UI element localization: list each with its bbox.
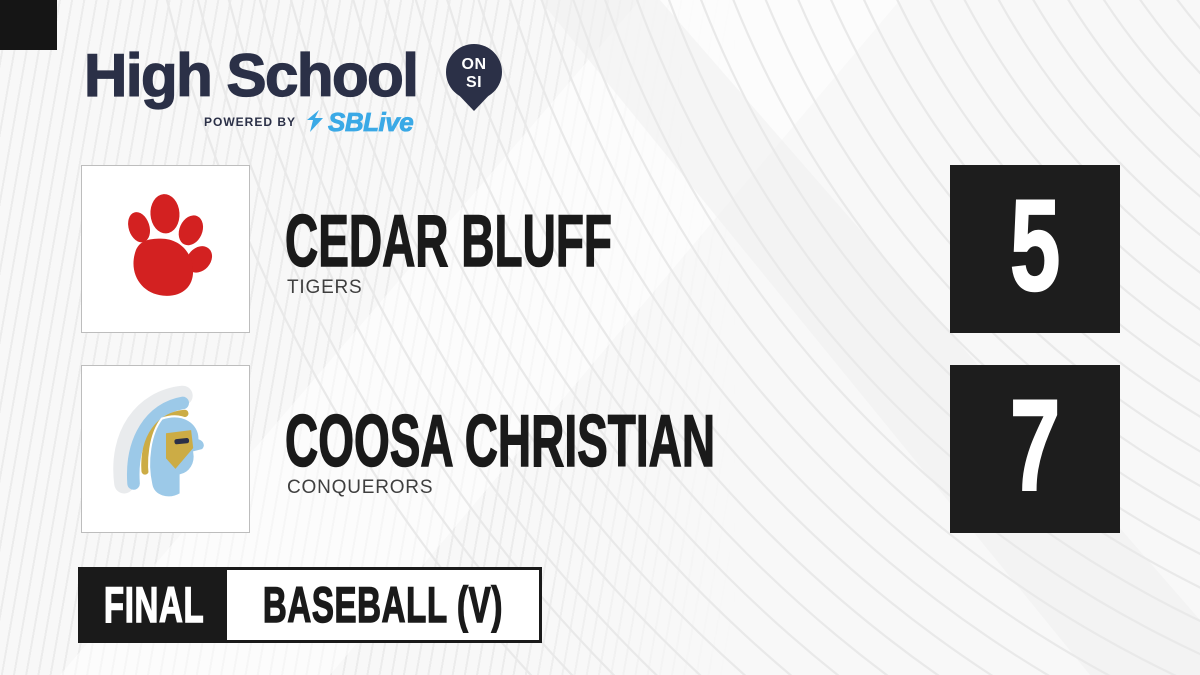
sblive-wordmark: SBLive xyxy=(328,107,414,137)
status-text: FINAL xyxy=(103,577,205,633)
sport-badge: BASEBALL (V) xyxy=(227,570,539,640)
status-badge: FINAL xyxy=(81,570,227,640)
pin-text-si: SI xyxy=(466,74,482,91)
sblive-bolt-icon xyxy=(307,110,324,132)
team1-logo-box xyxy=(81,165,250,333)
team2-mascot: CONQUERORS xyxy=(287,477,434,498)
team1-score-box: 5 xyxy=(950,165,1120,333)
sblive-logo: SBLive xyxy=(305,107,414,137)
powered-by-label: POWERED BY xyxy=(204,115,297,129)
footer-bar: FINAL BASEBALL (V) xyxy=(78,567,542,643)
team2-logo-box xyxy=(81,365,250,533)
corner-accent-square xyxy=(0,0,57,50)
powered-by-row: POWERED BY SBLive xyxy=(204,107,414,137)
team1-score: 5 xyxy=(1009,172,1061,318)
team2-score-box: 7 xyxy=(950,365,1120,533)
team2-name: COOSA CHRISTIAN xyxy=(285,401,716,482)
red-tiger-paw-icon xyxy=(127,194,212,296)
page-title: High School xyxy=(83,42,419,109)
trojan-head-icon xyxy=(112,385,206,499)
on-si-pin-icon: ON SI xyxy=(446,44,502,111)
team1-mascot: TIGERS xyxy=(287,277,363,298)
team1-name: CEDAR BLUFF xyxy=(285,201,613,282)
sport-text: BASEBALL (V) xyxy=(262,577,504,633)
pin-text-on: ON xyxy=(462,56,487,73)
team2-score: 7 xyxy=(1009,372,1061,518)
